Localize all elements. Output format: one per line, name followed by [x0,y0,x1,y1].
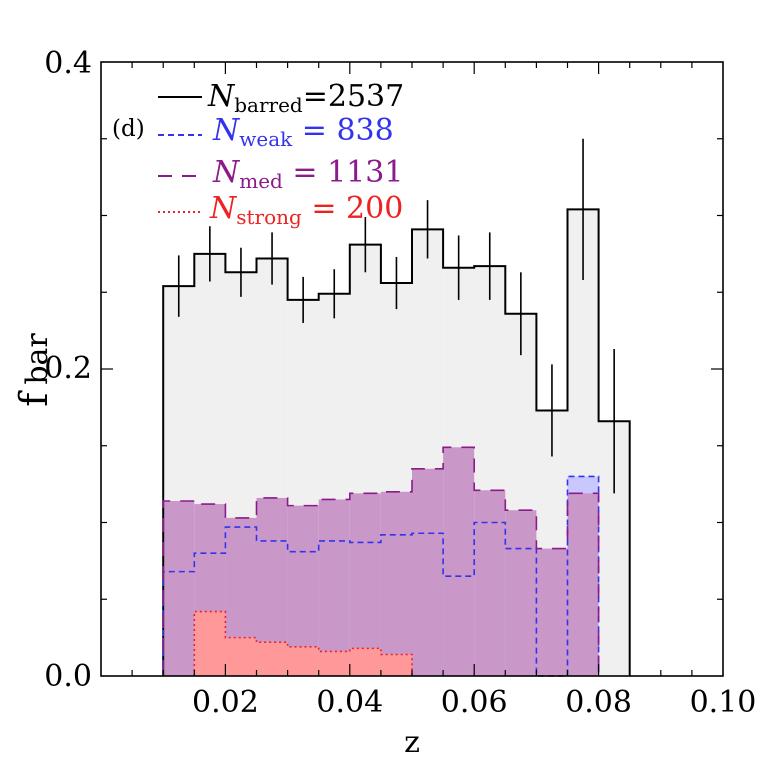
bar-strong-4 [318,651,350,676]
bar-med-11 [505,510,537,676]
bar-strong-6 [380,654,412,676]
legend-sub-med: med [239,169,283,193]
axis-ticks [101,62,723,676]
y-tick-label-0: 0.0 [44,659,92,694]
bar-med-5 [318,499,350,676]
legend-n-med: N [212,155,241,190]
y-axis-label-main: f [12,390,56,407]
bar-med-6 [349,493,381,676]
bar-strong-2 [256,642,288,676]
y-axis-label-sub: bar [20,333,55,385]
bar-med-0 [163,501,195,676]
histogram-fills [163,209,630,677]
series-outline-med [162,446,600,676]
x-tick-label-2: 0.06 [441,685,508,720]
bar-med-12 [536,548,568,676]
x-tick-label-4: 0.10 [690,685,757,720]
legend-n-barred: N [207,79,236,114]
legend-sub-weak: weak [239,127,293,151]
legend-sub-strong: strong [236,205,302,229]
bar-strong-5 [349,648,381,676]
legend-entry-strong: Nstrong = 200 [209,191,403,229]
svg-text:fbar: f bar [12,333,56,407]
x-tick-label-3: 0.08 [565,685,632,720]
x-tick-label-1: 0.04 [316,685,383,720]
series-outline-weak [162,475,600,677]
legend-entry-med: Nmed = 1131 [212,155,403,193]
legend-sub-barred: barred [234,93,303,117]
legend-n-strong: N [209,191,238,226]
error-bars [177,138,615,494]
legend-value-med: = 1131 [283,155,404,190]
x-tick-label-0: 0.02 [192,685,259,720]
panel-label: (d) [112,116,145,142]
bar-med-9 [443,447,475,676]
bar-strong-0 [194,611,226,676]
x-axis-label: z [404,725,420,760]
legend-n-weak: N [212,113,241,148]
bar-med-13 [567,493,599,676]
legend-value-barred: =2537 [303,79,404,114]
legend-value-weak: = 838 [292,113,393,148]
bar-med-10 [474,490,506,676]
legend-entry-barred: Nbarred=2537 [207,79,404,117]
bar-med-8 [412,468,444,676]
legend-entry-weak: Nweak = 838 [212,113,394,151]
y-tick-label-1: 0.2 [44,351,92,386]
bar-strong-1 [225,637,257,676]
legend-value-strong: = 200 [302,191,403,226]
legend: Nbarred=2537 Nweak = 838 Nmed = 1131 Nst… [158,79,404,229]
y-axis-label: f bar [12,333,56,407]
bar-strong-3 [287,646,319,676]
y-tick-label-2: 0.4 [44,46,92,81]
bar-med-7 [380,491,412,676]
